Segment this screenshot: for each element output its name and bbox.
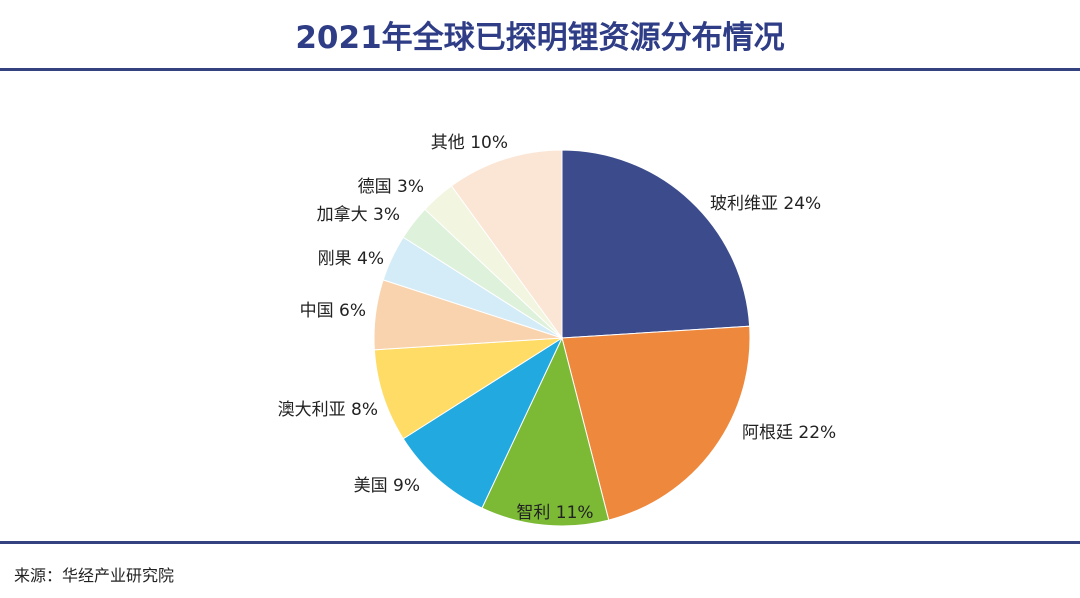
top-divider: [0, 68, 1080, 71]
slice-label: 加拿大 3%: [317, 204, 400, 225]
pie-slice-2: [481, 336, 610, 527]
slice-label: 澳大利亚 8%: [278, 400, 378, 420]
slice-label: 其他 10%: [431, 133, 508, 153]
slice-label: 美国 9%: [354, 476, 420, 496]
pie-slice-9: [450, 149, 563, 340]
slice-label: 智利 11%: [516, 503, 593, 523]
bottom-divider: [0, 541, 1080, 544]
slice-label: 阿根廷 22%: [742, 423, 836, 443]
pie-slice-1: [561, 325, 751, 521]
slice-label: 刚果 4%: [318, 249, 384, 269]
pie-slice-0: [561, 149, 751, 339]
slice-label: 德国 3%: [358, 177, 424, 197]
slice-label: 中国 6%: [300, 301, 366, 321]
pie-slice-4: [373, 337, 563, 440]
source-note: 来源：华经产业研究院: [14, 566, 175, 585]
pie-slice-3: [402, 336, 564, 509]
chart-title: 2021年全球已探明锂资源分布情况: [295, 20, 785, 56]
slice-label: 玻利维亚 24%: [710, 194, 821, 214]
